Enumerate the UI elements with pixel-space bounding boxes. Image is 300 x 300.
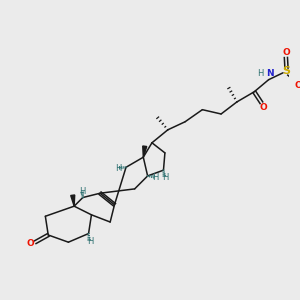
Text: H: H (152, 173, 159, 182)
Text: H: H (115, 164, 121, 173)
Text: O: O (294, 81, 300, 90)
Text: S: S (283, 66, 290, 76)
Text: H: H (162, 173, 168, 182)
Text: H: H (257, 69, 264, 78)
Polygon shape (71, 195, 75, 206)
Text: H: H (87, 237, 93, 246)
Text: O: O (26, 239, 34, 248)
Text: H: H (79, 187, 86, 196)
Polygon shape (143, 146, 147, 157)
Text: O: O (282, 48, 290, 57)
Text: N: N (266, 69, 274, 78)
Text: O: O (260, 103, 268, 112)
